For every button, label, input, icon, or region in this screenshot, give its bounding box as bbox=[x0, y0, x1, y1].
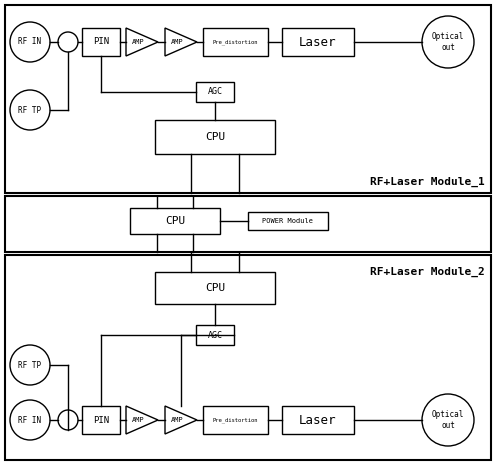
Bar bbox=[155, 120, 275, 154]
Bar bbox=[130, 208, 220, 234]
Text: CPU: CPU bbox=[205, 132, 225, 142]
Text: RF+Laser Module_2: RF+Laser Module_2 bbox=[370, 267, 485, 277]
Circle shape bbox=[10, 22, 50, 62]
Text: AGC: AGC bbox=[207, 87, 223, 97]
Text: Laser: Laser bbox=[299, 35, 337, 48]
Bar bbox=[203, 406, 268, 434]
Bar bbox=[248, 212, 328, 230]
Bar bbox=[5, 255, 491, 460]
Polygon shape bbox=[165, 406, 197, 434]
Polygon shape bbox=[126, 28, 158, 56]
Circle shape bbox=[10, 400, 50, 440]
Bar bbox=[196, 82, 234, 102]
Text: AMP: AMP bbox=[132, 417, 144, 423]
Text: CPU: CPU bbox=[165, 216, 185, 226]
Text: AGC: AGC bbox=[207, 331, 223, 339]
Text: PIN: PIN bbox=[93, 416, 109, 425]
Text: Optical
out: Optical out bbox=[432, 410, 464, 430]
Bar bbox=[203, 28, 268, 56]
Text: RF IN: RF IN bbox=[18, 416, 42, 425]
Bar bbox=[82, 28, 120, 56]
Text: PIN: PIN bbox=[93, 38, 109, 46]
Text: Pre_distortion: Pre_distortion bbox=[213, 417, 258, 423]
Text: AMP: AMP bbox=[171, 39, 184, 45]
Text: RF+Laser Module_1: RF+Laser Module_1 bbox=[370, 177, 485, 187]
Text: RF IN: RF IN bbox=[18, 38, 42, 46]
Text: AMP: AMP bbox=[171, 417, 184, 423]
Text: Pre_distortion: Pre_distortion bbox=[213, 39, 258, 45]
Bar bbox=[282, 406, 354, 434]
Polygon shape bbox=[165, 28, 197, 56]
Bar bbox=[5, 196, 491, 252]
Bar bbox=[155, 272, 275, 304]
Circle shape bbox=[422, 394, 474, 446]
Bar bbox=[5, 5, 491, 193]
Bar bbox=[82, 406, 120, 434]
Bar bbox=[282, 28, 354, 56]
Circle shape bbox=[58, 410, 78, 430]
Circle shape bbox=[58, 32, 78, 52]
Circle shape bbox=[10, 345, 50, 385]
Text: Optical
out: Optical out bbox=[432, 32, 464, 52]
Text: AMP: AMP bbox=[132, 39, 144, 45]
Text: RF TP: RF TP bbox=[18, 106, 42, 114]
Text: RF TP: RF TP bbox=[18, 360, 42, 370]
Polygon shape bbox=[126, 406, 158, 434]
Text: Laser: Laser bbox=[299, 413, 337, 426]
Text: POWER Module: POWER Module bbox=[262, 218, 313, 224]
Circle shape bbox=[422, 16, 474, 68]
Bar bbox=[196, 325, 234, 345]
Text: CPU: CPU bbox=[205, 283, 225, 293]
Circle shape bbox=[10, 90, 50, 130]
